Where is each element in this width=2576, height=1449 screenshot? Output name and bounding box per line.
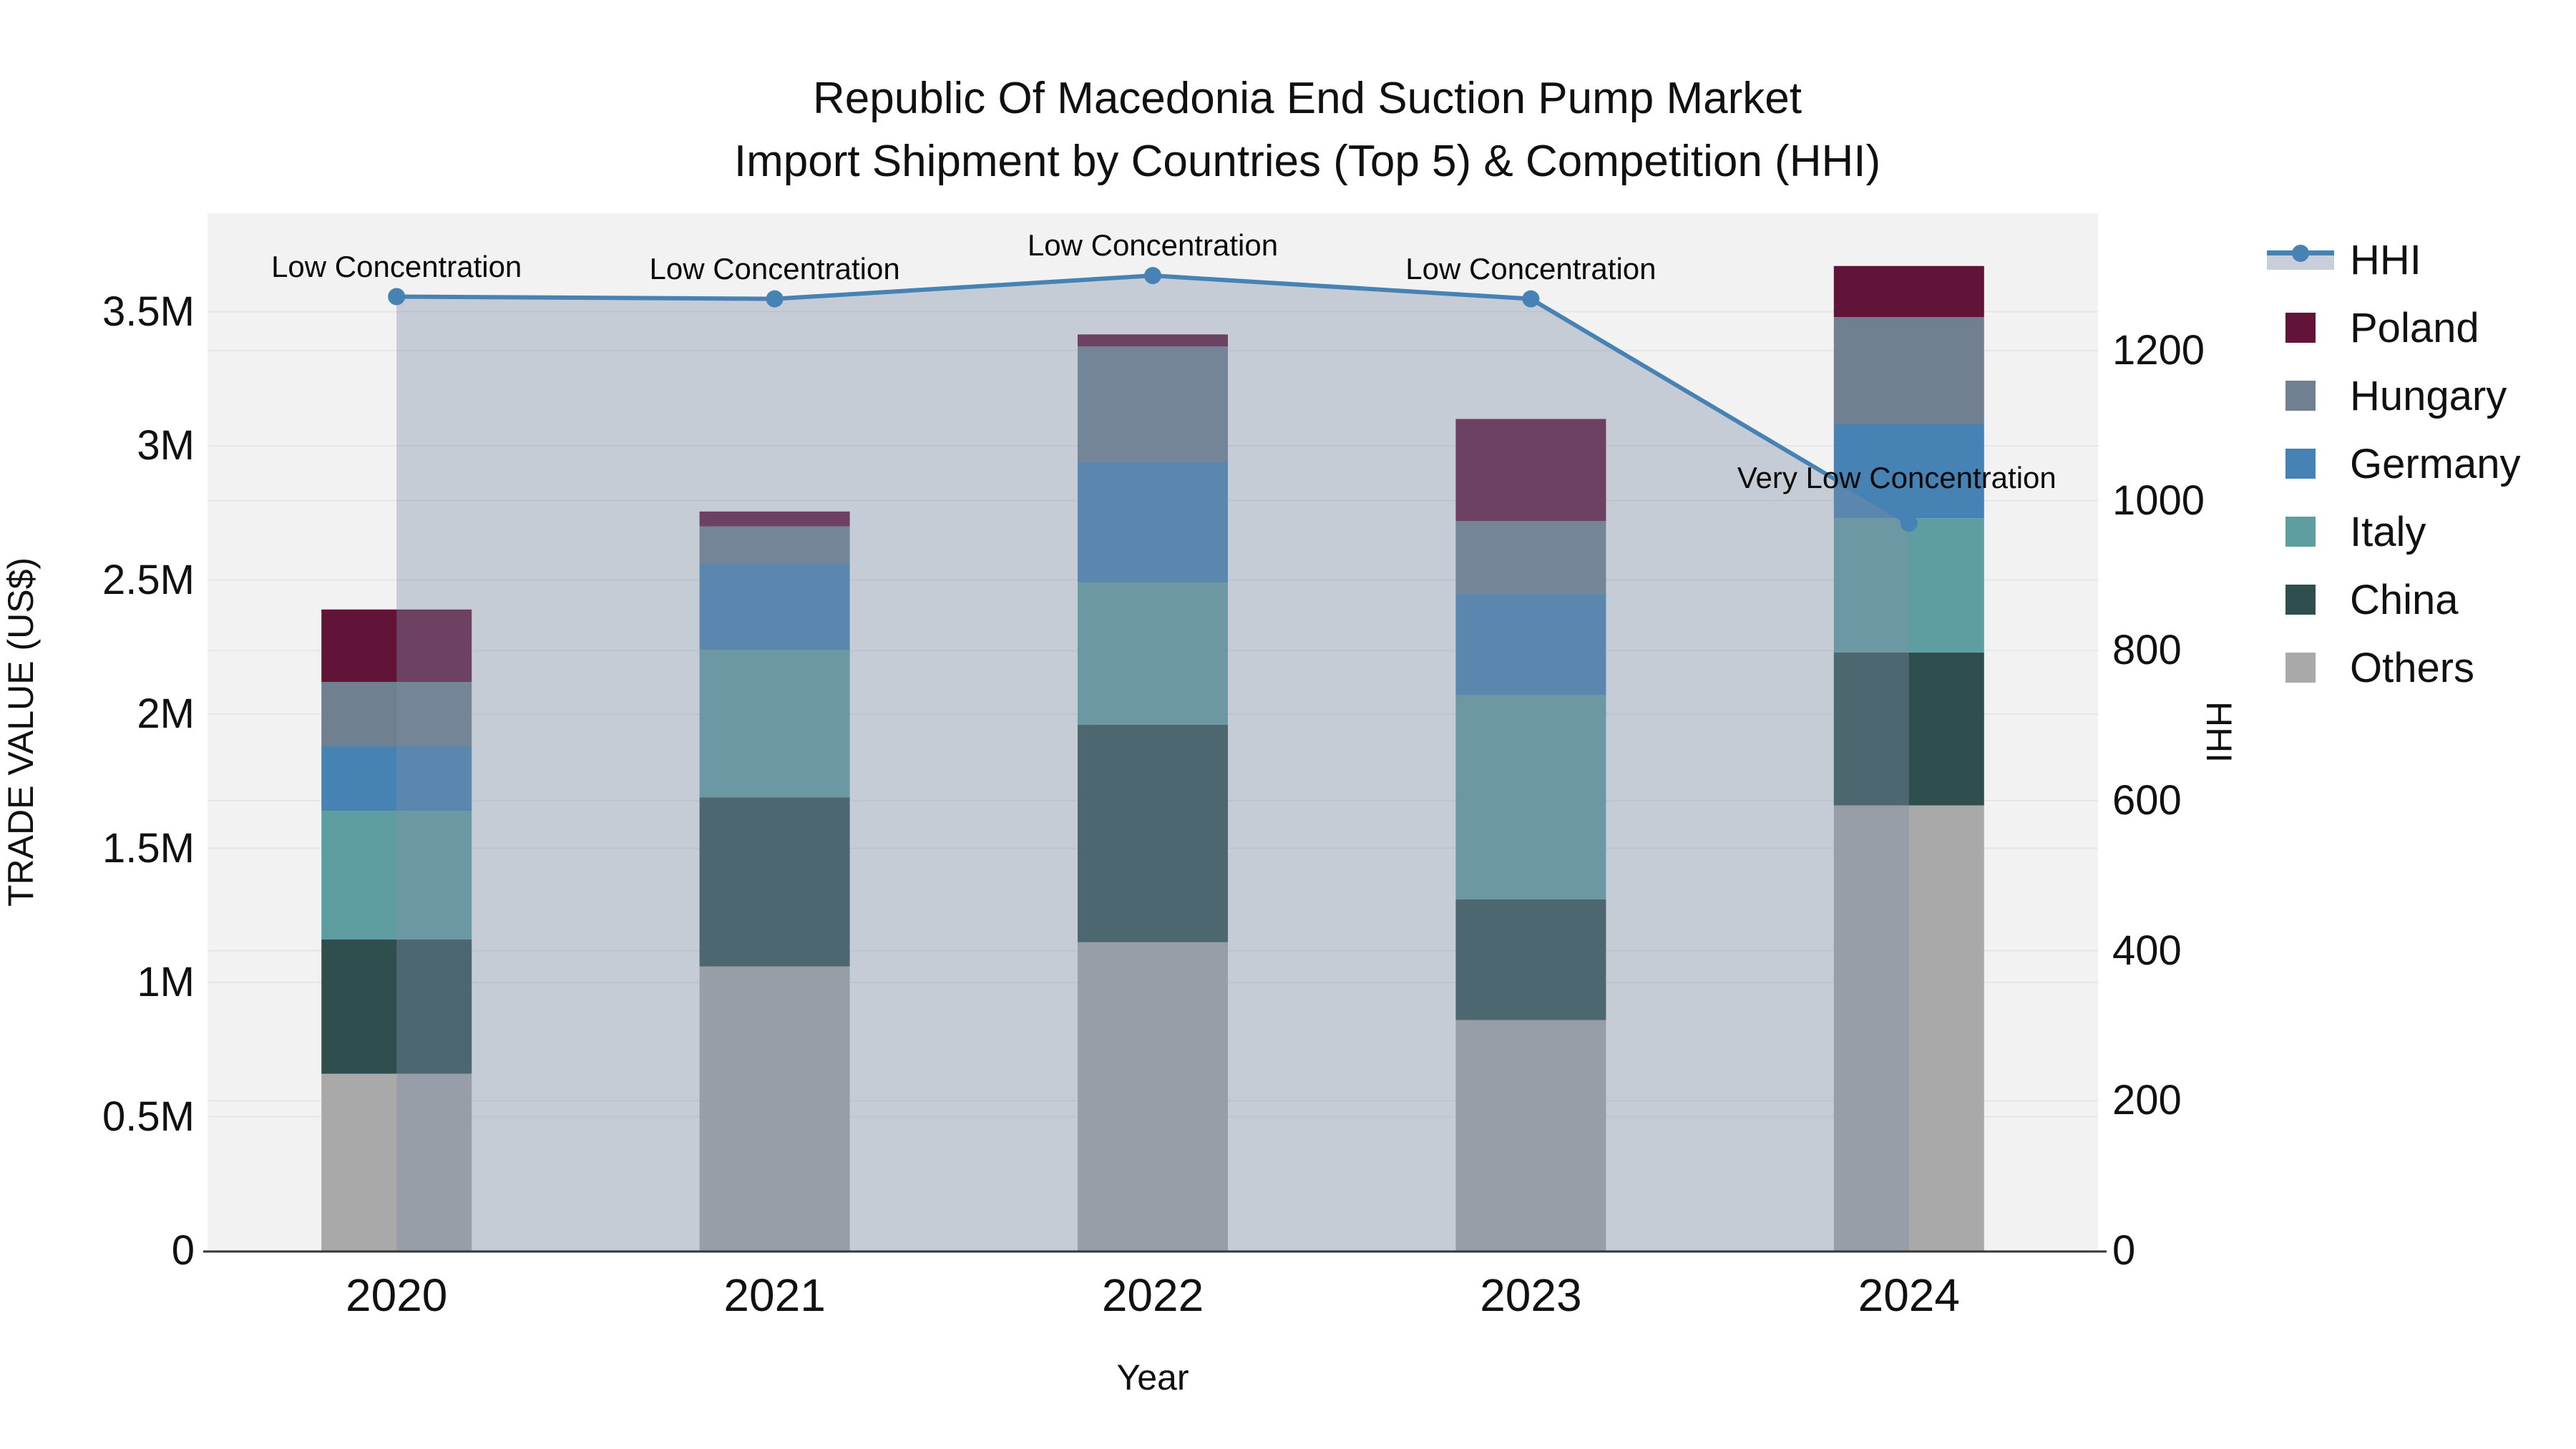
legend-label-others: Others <box>2350 645 2475 691</box>
y-tick-right-0: 0 <box>2112 1227 2136 1274</box>
legend-swatch-icon <box>2267 566 2334 634</box>
legend-swatch-icon <box>2267 294 2334 362</box>
bar-segment-germany-2023 <box>1455 593 1606 696</box>
bar-segment-poland-2022 <box>1078 334 1228 347</box>
y-tick-right-800: 800 <box>2112 627 2182 674</box>
legend-swatch-icon <box>2267 362 2334 430</box>
bar-segment-hungary-2024 <box>1833 317 1984 424</box>
bar-segment-others-2020 <box>321 1073 472 1251</box>
legend-label-hhi: HHI <box>2350 237 2421 283</box>
annotation-2020: Low Concentration <box>271 249 522 283</box>
x-tick-2021: 2021 <box>723 1269 826 1321</box>
bar-segment-hungary-2022 <box>1078 346 1228 462</box>
bar-segment-italy-2023 <box>1455 695 1606 899</box>
x-tick-2022: 2022 <box>1101 1269 1204 1321</box>
x-tick-2023: 2023 <box>1480 1269 1582 1321</box>
hhi-line-icon <box>2267 226 2334 294</box>
y-axis-title-right: HHI <box>2199 701 2239 763</box>
y-tick-left-3.5M: 3.5M <box>102 288 195 335</box>
bar-segment-others-2021 <box>699 966 850 1251</box>
swatch-germany <box>2285 449 2316 479</box>
bar-segment-italy-2022 <box>1078 582 1228 725</box>
legend-label-poland: Poland <box>2350 305 2479 351</box>
hhi-marker-2024 <box>1900 514 1918 532</box>
legend-item-hungary[interactable]: Hungary <box>2267 362 2521 430</box>
swatch-hungary <box>2285 381 2316 411</box>
bar-segment-italy-2020 <box>321 811 472 940</box>
legend-item-italy[interactable]: Italy <box>2267 498 2521 566</box>
bar-segment-others-2023 <box>1455 1020 1606 1251</box>
x-tick-2020: 2020 <box>346 1269 448 1321</box>
annotation-2023: Low Concentration <box>1405 251 1657 286</box>
x-tick-2024: 2024 <box>1858 1269 1960 1321</box>
legend: HHI Poland Hungary Germany Italy China Others <box>2267 226 2521 702</box>
swatch-poland <box>2285 313 2316 343</box>
legend-label-italy: Italy <box>2350 509 2426 555</box>
hhi-marker-2023 <box>1522 290 1540 308</box>
chart-title: Republic Of Macedonia End Suction Pump M… <box>663 67 1951 193</box>
y-tick-left-0.5M: 0.5M <box>102 1093 195 1140</box>
bar-segment-china-2021 <box>699 797 850 967</box>
bar-segment-poland-2023 <box>1455 419 1606 521</box>
bar-segment-hungary-2020 <box>321 682 472 746</box>
bar-segment-poland-2020 <box>321 609 472 682</box>
bar-segment-hungary-2021 <box>699 526 850 564</box>
x-axis-title: Year <box>1116 1357 1189 1397</box>
y-tick-left-1.5M: 1.5M <box>102 824 195 872</box>
legend-swatch-icon <box>2267 430 2334 498</box>
bar-segment-china-2024 <box>1833 652 1984 806</box>
bar-segment-germany-2022 <box>1078 462 1228 583</box>
legend-item-hhi[interactable]: HHI <box>2267 226 2521 294</box>
chart-title-line2: Import Shipment by Countries (Top 5) & C… <box>733 137 1881 186</box>
hhi-area-fill <box>396 275 1909 1252</box>
y-tick-left-2.5M: 2.5M <box>102 556 195 603</box>
legend-swatch-icon <box>2267 634 2334 702</box>
legend-swatch-icon <box>2267 498 2334 566</box>
legend-item-others[interactable]: Others <box>2267 634 2521 702</box>
bar-segment-hungary-2023 <box>1455 521 1606 594</box>
y-tick-right-1000: 1000 <box>2112 477 2205 524</box>
bar-segment-others-2022 <box>1078 942 1228 1251</box>
bar-segment-germany-2021 <box>699 564 850 650</box>
y-tick-left-2M: 2M <box>137 691 195 737</box>
bar-segment-poland-2021 <box>699 511 850 527</box>
bar-segment-germany-2024 <box>1833 424 1984 519</box>
annotation-2021: Low Concentration <box>649 251 900 286</box>
annotation-2024: Very Low Concentration <box>1737 461 2057 495</box>
bar-segment-china-2020 <box>321 940 472 1074</box>
swatch-china <box>2285 585 2316 615</box>
legend-item-germany[interactable]: Germany <box>2267 430 2521 498</box>
hhi-marker-2021 <box>766 290 784 308</box>
legend-label-hungary: Hungary <box>2350 373 2507 419</box>
swatch-italy <box>2285 517 2316 547</box>
legend-item-poland[interactable]: Poland <box>2267 294 2521 362</box>
y-tick-right-1200: 1200 <box>2112 327 2205 374</box>
legend-label-china: China <box>2350 577 2459 623</box>
bar-segment-others-2024 <box>1833 805 1984 1251</box>
y-tick-right-400: 400 <box>2112 927 2182 974</box>
hhi-marker-dot <box>2292 245 2309 262</box>
y-tick-left-1M: 1M <box>137 959 195 1005</box>
y-tick-left-3M: 3M <box>137 422 195 469</box>
bar-segment-china-2023 <box>1455 899 1606 1020</box>
hhi-marker-2022 <box>1144 267 1161 285</box>
bar-segment-china-2022 <box>1078 725 1228 942</box>
bar-segment-italy-2024 <box>1833 518 1984 653</box>
y-tick-right-600: 600 <box>2112 777 2182 824</box>
legend-item-china[interactable]: China <box>2267 566 2521 634</box>
bar-segment-poland-2024 <box>1833 265 1984 317</box>
hhi-marker-2020 <box>388 288 406 306</box>
y-tick-right-200: 200 <box>2112 1077 2182 1124</box>
chart-title-line1: Republic Of Macedonia End Suction Pump M… <box>813 74 1802 123</box>
y-tick-left-0: 0 <box>171 1227 195 1274</box>
swatch-others <box>2285 653 2316 683</box>
legend-label-germany: Germany <box>2350 441 2521 487</box>
annotation-2022: Low Concentration <box>1027 228 1279 263</box>
bar-segment-germany-2020 <box>321 746 472 811</box>
bar-segment-italy-2021 <box>699 650 850 798</box>
